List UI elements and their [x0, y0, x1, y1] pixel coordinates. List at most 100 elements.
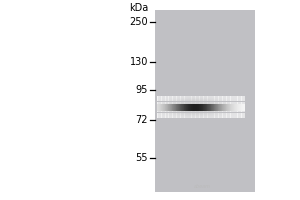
Bar: [232, 96, 233, 97]
Bar: [189, 104, 190, 110]
Bar: [222, 96, 223, 97]
Bar: [171, 100, 172, 101]
Bar: [187, 103, 188, 104]
Bar: [206, 114, 207, 115]
Bar: [165, 113, 166, 114]
Bar: [219, 115, 220, 116]
Bar: [223, 97, 224, 98]
Bar: [219, 113, 220, 114]
Bar: [175, 102, 176, 103]
Bar: [239, 98, 240, 99]
Bar: [185, 102, 186, 103]
Bar: [164, 110, 165, 111]
Bar: [201, 111, 202, 112]
Bar: [237, 104, 238, 110]
Bar: [218, 99, 219, 100]
Bar: [180, 97, 181, 98]
Bar: [186, 116, 187, 117]
Bar: [227, 114, 228, 115]
Bar: [206, 97, 207, 98]
Bar: [188, 99, 189, 100]
Bar: [218, 116, 219, 117]
Bar: [191, 116, 192, 117]
Bar: [244, 99, 245, 100]
Bar: [175, 114, 176, 115]
Bar: [232, 104, 233, 110]
Bar: [217, 96, 218, 97]
Bar: [174, 96, 175, 97]
Bar: [234, 97, 235, 98]
Bar: [233, 115, 234, 116]
Bar: [242, 115, 243, 116]
Bar: [168, 100, 169, 101]
Bar: [244, 115, 245, 116]
Bar: [238, 96, 239, 97]
Bar: [187, 104, 188, 110]
Bar: [191, 114, 192, 115]
Bar: [210, 103, 211, 104]
Bar: [241, 113, 242, 114]
Bar: [223, 114, 224, 115]
Bar: [164, 117, 165, 118]
Bar: [210, 98, 211, 99]
Bar: [167, 96, 168, 97]
Bar: [235, 96, 236, 97]
Bar: [218, 97, 219, 98]
Bar: [168, 114, 169, 115]
Bar: [222, 116, 223, 117]
Bar: [182, 97, 183, 98]
Bar: [173, 113, 174, 114]
Bar: [176, 97, 177, 98]
Bar: [166, 99, 167, 100]
Bar: [223, 111, 224, 112]
Bar: [166, 98, 167, 99]
Bar: [202, 96, 203, 97]
Bar: [207, 116, 208, 117]
Bar: [219, 114, 220, 115]
Bar: [157, 103, 158, 104]
Bar: [164, 102, 165, 103]
Bar: [163, 110, 164, 111]
Bar: [209, 103, 210, 104]
Bar: [184, 111, 185, 112]
Bar: [219, 96, 220, 97]
Bar: [202, 102, 203, 103]
Bar: [192, 104, 193, 110]
Bar: [244, 98, 245, 99]
Bar: [193, 98, 194, 99]
Bar: [230, 97, 231, 98]
Bar: [162, 115, 163, 116]
Bar: [185, 100, 186, 101]
Bar: [225, 98, 226, 99]
Bar: [216, 100, 217, 101]
Bar: [206, 99, 207, 100]
Bar: [164, 103, 165, 104]
Bar: [198, 99, 199, 100]
Bar: [242, 104, 243, 110]
Bar: [181, 115, 182, 116]
Bar: [188, 97, 189, 98]
Bar: [202, 110, 203, 111]
Bar: [207, 104, 208, 110]
Bar: [214, 114, 215, 115]
Bar: [223, 114, 224, 115]
Bar: [178, 100, 179, 101]
Bar: [198, 116, 199, 117]
Bar: [241, 99, 242, 100]
Bar: [223, 111, 224, 112]
Bar: [215, 116, 216, 117]
Bar: [200, 113, 201, 114]
Bar: [216, 97, 217, 98]
Bar: [160, 100, 161, 101]
Bar: [229, 99, 230, 100]
Bar: [236, 98, 237, 99]
Bar: [231, 103, 232, 104]
Bar: [212, 115, 213, 116]
Bar: [198, 113, 199, 114]
Bar: [236, 100, 237, 101]
Bar: [213, 100, 214, 101]
Bar: [192, 115, 193, 116]
Bar: [242, 96, 243, 97]
Bar: [193, 103, 194, 104]
Bar: [158, 113, 159, 114]
